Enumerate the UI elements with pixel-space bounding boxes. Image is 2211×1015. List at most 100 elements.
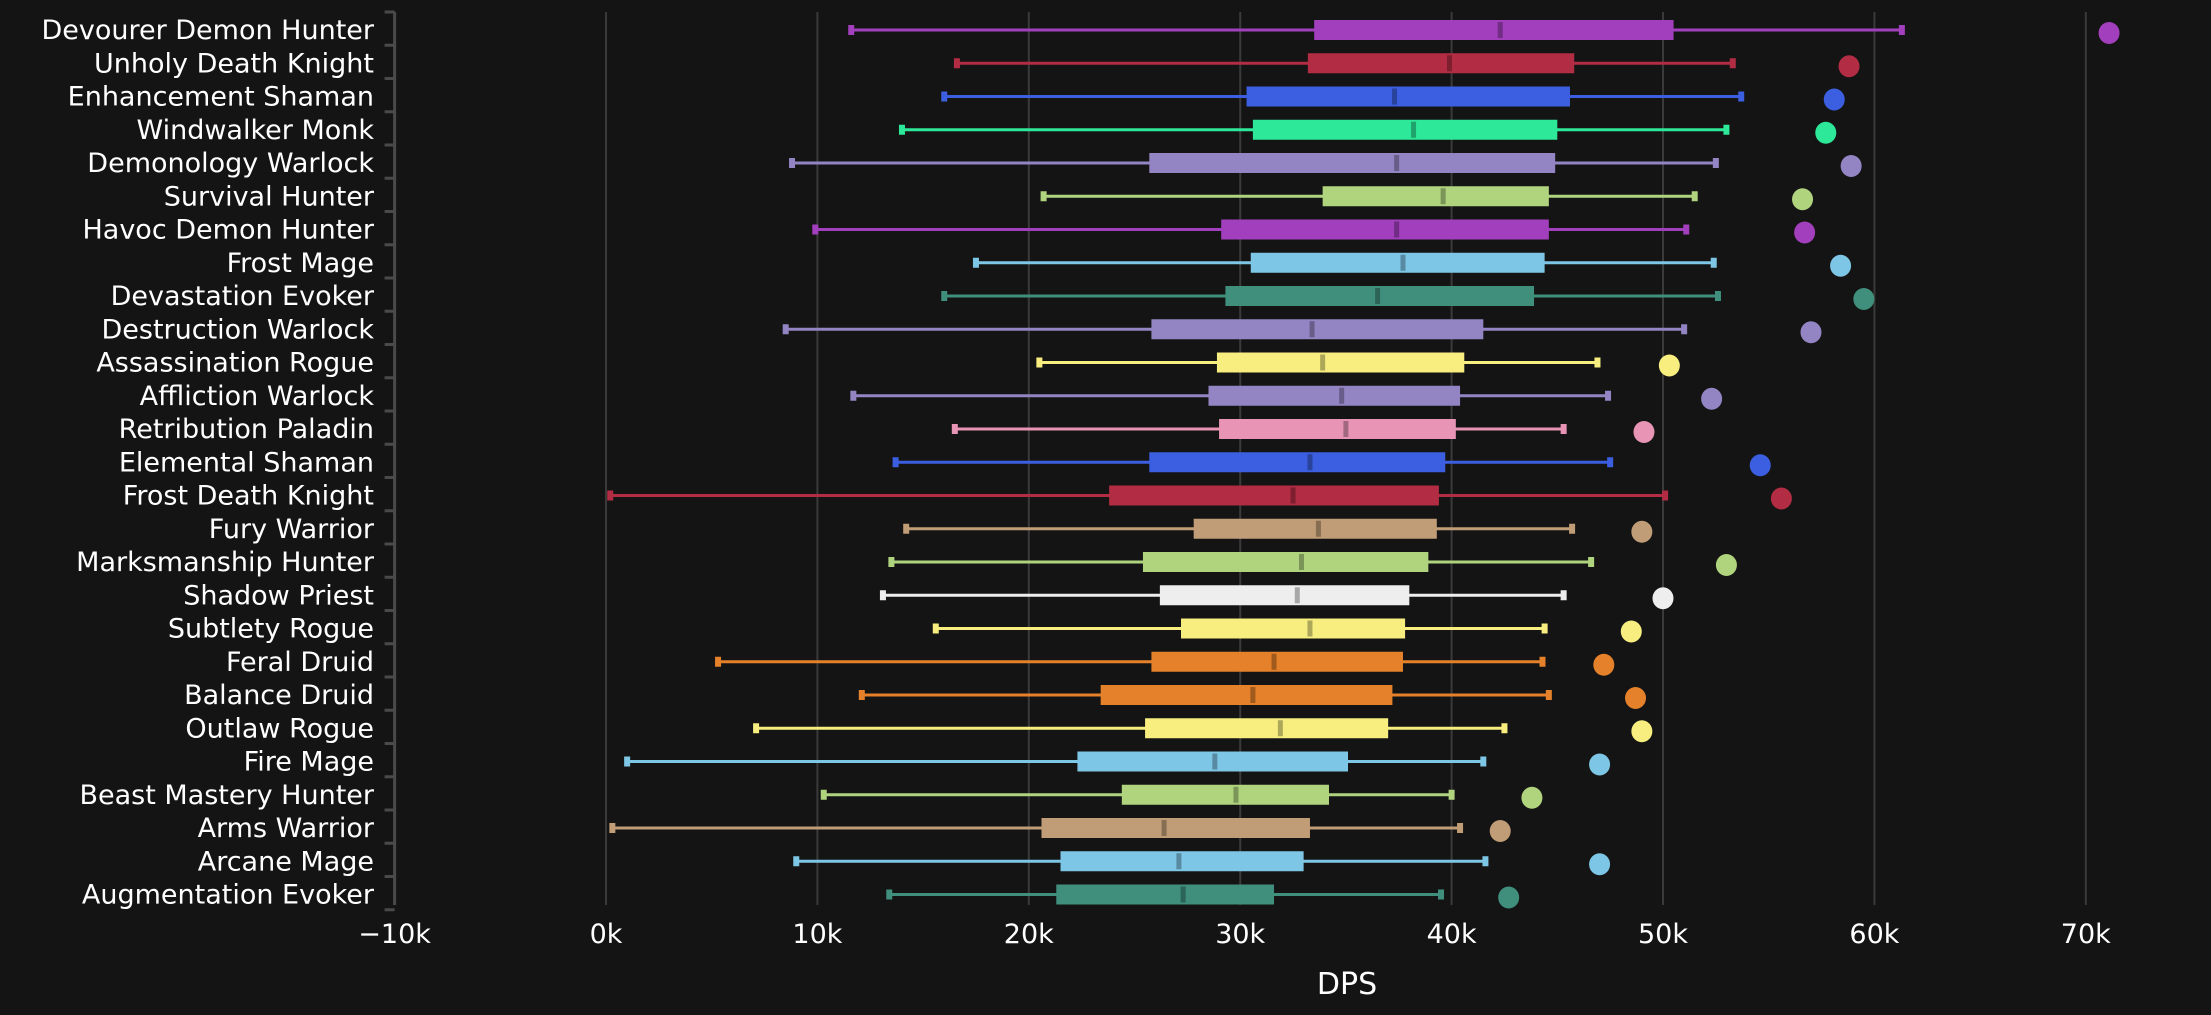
- median-mark: [1180, 886, 1186, 903]
- max-point: [1652, 587, 1674, 610]
- iqr-box: [1142, 552, 1429, 572]
- box-group[interactable]: [848, 20, 2120, 44]
- whisker-cap-high: [1560, 590, 1567, 601]
- max-point: [1589, 853, 1611, 876]
- iqr-box: [1159, 585, 1410, 606]
- max-point: [1800, 321, 1822, 344]
- box-group[interactable]: [789, 153, 1862, 177]
- category-label: Windwalker Monk: [136, 115, 374, 146]
- x-tick-label: 30k: [1215, 919, 1265, 950]
- box-group[interactable]: [850, 385, 1723, 410]
- box-group[interactable]: [715, 651, 1615, 676]
- median-mark: [1309, 321, 1315, 338]
- category-label: Elemental Shaman: [119, 447, 374, 478]
- max-point: [1593, 653, 1615, 676]
- box-group[interactable]: [793, 851, 1611, 876]
- category-label: Affliction Warlock: [140, 381, 375, 412]
- median-mark: [1320, 354, 1326, 371]
- category-label: Beast Mastery Hunter: [79, 780, 374, 811]
- whisker-cap-low: [1036, 357, 1043, 368]
- box-group[interactable]: [812, 219, 1816, 244]
- whisker-cap-high: [1714, 291, 1721, 301]
- box-group[interactable]: [886, 884, 1520, 909]
- box-group[interactable]: [782, 319, 1822, 344]
- whisker-cap-high: [1539, 656, 1546, 667]
- box-group[interactable]: [898, 119, 1837, 144]
- whisker-cap-high: [1560, 424, 1567, 434]
- whisker-cap-high: [1712, 158, 1719, 168]
- category-label: Survival Hunter: [164, 181, 375, 212]
- max-point: [1794, 221, 1816, 244]
- iqr-box: [1056, 884, 1275, 905]
- whisker-cap-high: [1569, 523, 1576, 534]
- box-group[interactable]: [609, 818, 1511, 842]
- max-point: [1658, 354, 1680, 377]
- box-group[interactable]: [1036, 352, 1680, 377]
- whisker-cap-high: [1605, 390, 1612, 401]
- iqr-box: [1252, 119, 1558, 140]
- boxes: [607, 20, 2120, 909]
- category-label: Unholy Death Knight: [94, 48, 374, 79]
- box-group[interactable]: [624, 751, 1611, 776]
- iqr-box: [1100, 685, 1393, 705]
- whisker-cap-high: [1594, 357, 1601, 368]
- iqr-box: [1246, 86, 1570, 107]
- x-tick-label: 60k: [1849, 919, 1899, 950]
- median-mark: [1375, 288, 1381, 304]
- median-mark: [1176, 853, 1182, 870]
- box-group[interactable]: [953, 53, 1860, 78]
- box-group[interactable]: [941, 286, 1875, 310]
- whisker-cap-high: [1607, 457, 1614, 468]
- iqr-box: [1149, 153, 1556, 173]
- box-group[interactable]: [858, 685, 1647, 709]
- whisker-cap-high: [1729, 58, 1736, 69]
- category-label: Balance Druid: [184, 680, 374, 711]
- box-group[interactable]: [941, 86, 1845, 111]
- median-mark: [1440, 188, 1446, 205]
- box-group[interactable]: [888, 552, 1737, 576]
- box-group[interactable]: [879, 585, 1674, 610]
- box-group[interactable]: [932, 618, 1642, 643]
- category-label: Fury Warrior: [209, 514, 375, 545]
- iqr-box: [1145, 718, 1389, 739]
- whisker-cap-low: [624, 756, 631, 767]
- whisker-cap-low: [858, 690, 865, 700]
- max-point: [1749, 454, 1771, 477]
- category-label: Arcane Mage: [198, 846, 374, 877]
- iqr-box: [1208, 385, 1461, 406]
- median-mark: [1343, 421, 1349, 437]
- category-label: Enhancement Shaman: [68, 82, 374, 113]
- iqr-box: [1314, 20, 1674, 40]
- whisker-cap-low: [886, 889, 893, 900]
- x-tick-label: 40k: [1427, 919, 1477, 950]
- whisker-cap-low: [820, 789, 827, 800]
- box-group[interactable]: [607, 485, 1792, 510]
- max-point: [1489, 820, 1511, 842]
- whisker-cap-low: [1040, 191, 1047, 202]
- whisker-cap-low: [793, 856, 800, 867]
- box-group[interactable]: [892, 452, 1771, 477]
- box-group[interactable]: [972, 252, 1852, 277]
- whisker-cap-high: [1683, 224, 1690, 235]
- iqr-box: [1193, 518, 1437, 539]
- y-axis: [384, 10, 397, 912]
- max-point: [1815, 121, 1837, 144]
- x-tick-label: 0k: [590, 919, 623, 950]
- median-mark: [1307, 620, 1313, 637]
- max-point: [1631, 520, 1653, 543]
- box-group[interactable]: [820, 784, 1543, 809]
- whisker-cap-high: [1738, 91, 1745, 102]
- whisker-cap-low: [941, 291, 948, 301]
- box-group[interactable]: [903, 518, 1653, 543]
- median-mark: [1315, 520, 1321, 537]
- iqr-box: [1060, 851, 1304, 872]
- category-label: Destruction Warlock: [101, 314, 374, 345]
- box-group[interactable]: [1040, 186, 1814, 211]
- whisker-cap-low: [953, 58, 960, 69]
- max-point: [1840, 155, 1862, 177]
- box-group[interactable]: [951, 419, 1655, 443]
- whisker-cap-low: [850, 390, 857, 401]
- box-group[interactable]: [753, 718, 1653, 743]
